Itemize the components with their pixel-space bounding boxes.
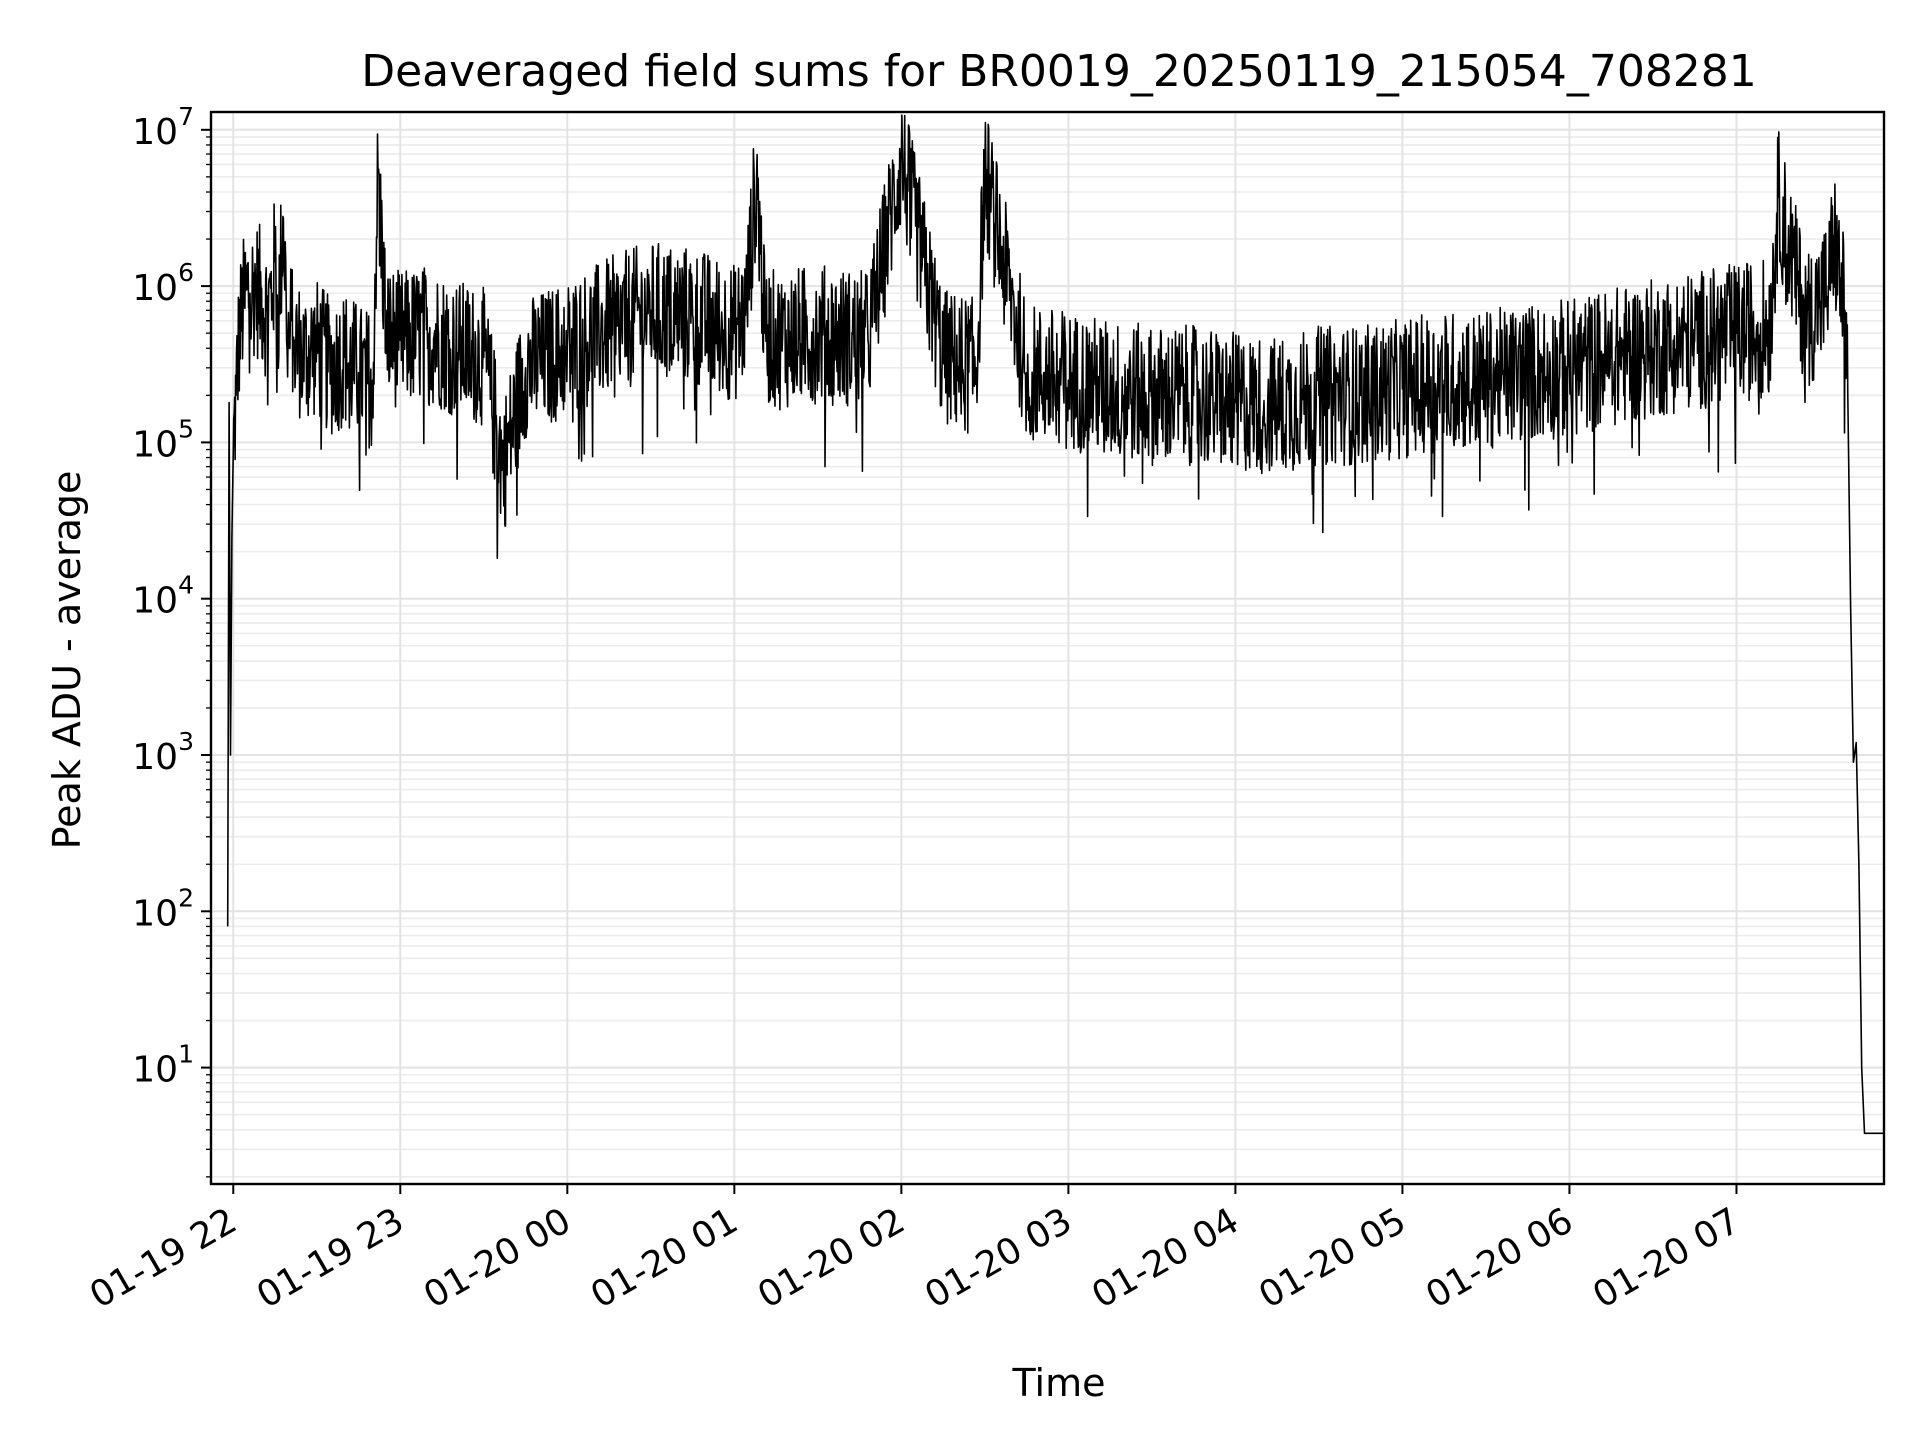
series-layer bbox=[226, 114, 1884, 1135]
plot-frame bbox=[209, 110, 1886, 1186]
y-tick-label: 102 bbox=[132, 883, 194, 934]
y-tick-label: 101 bbox=[132, 1040, 194, 1091]
chart-title: Deaveraged field sums for BR0019_2025011… bbox=[361, 46, 1757, 97]
y-tick-label: 104 bbox=[132, 571, 194, 622]
x-axis-label: Time bbox=[1012, 1361, 1106, 1405]
series-line bbox=[226, 114, 1884, 1135]
y-tick-label: 107 bbox=[132, 102, 194, 153]
y-axis-label: Peak ADU - average bbox=[45, 471, 89, 850]
y-tick-label: 106 bbox=[132, 258, 194, 309]
y-tick-label: 103 bbox=[132, 727, 194, 778]
y-axis: 101 102 103 104 105 106 107 bbox=[132, 102, 211, 1178]
y-tick-label: 105 bbox=[132, 414, 194, 465]
